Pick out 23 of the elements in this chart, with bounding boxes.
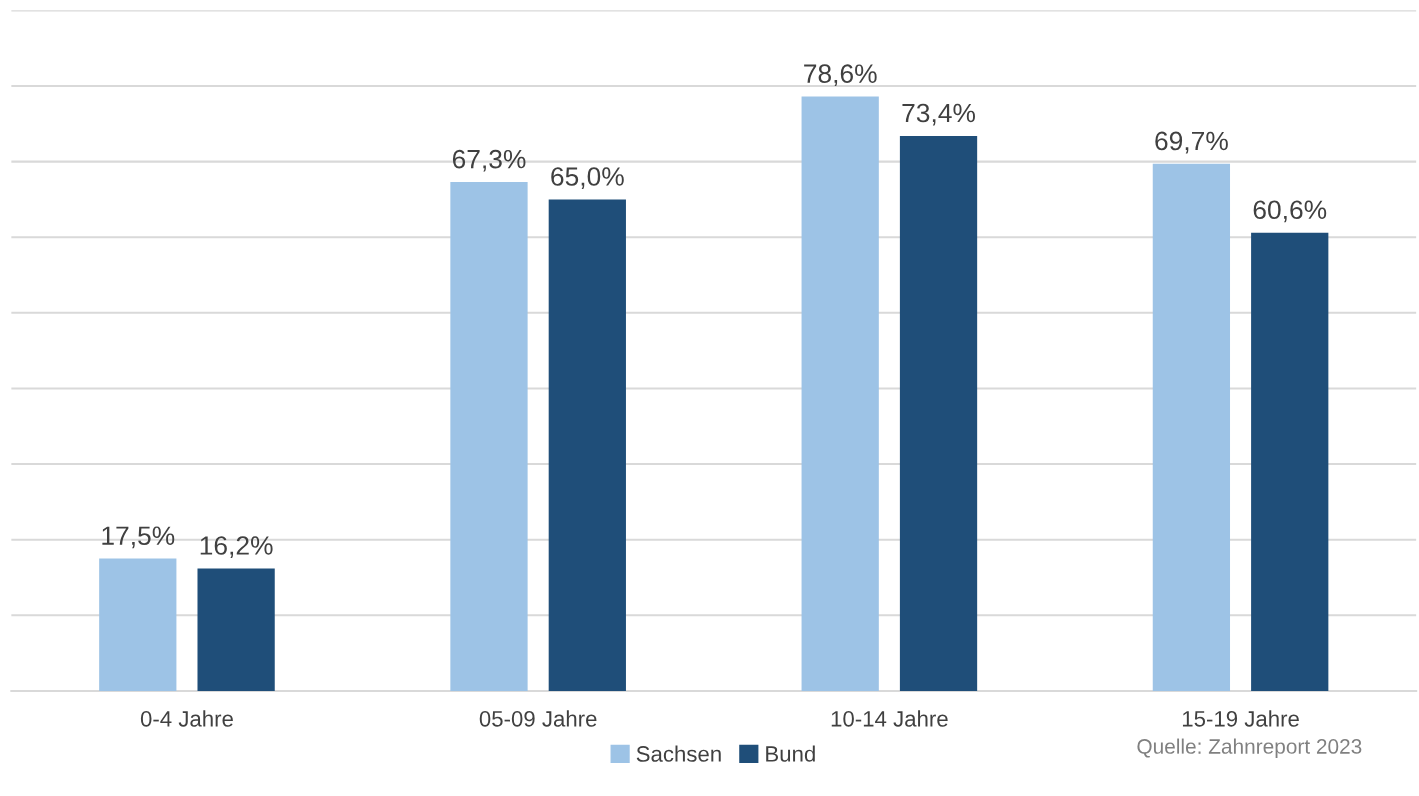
data-label: 69,7% <box>1155 131 1228 154</box>
bar <box>450 182 528 691</box>
bar <box>801 96 879 691</box>
data-label: 60,6% <box>1253 200 1327 223</box>
x-tick-label: 10-14 Jahre <box>831 710 948 727</box>
bar <box>899 135 978 691</box>
bar <box>1251 232 1329 691</box>
data-label: 78,6% <box>804 64 877 87</box>
data-label: 73,4% <box>902 103 975 126</box>
legend-label: Sachsen <box>636 745 721 762</box>
bar <box>99 558 177 691</box>
bar <box>548 199 626 691</box>
bar <box>1152 163 1231 691</box>
data-label: 16,2% <box>200 536 273 558</box>
legend-label: Bund <box>766 745 815 762</box>
x-tick-label: 0-4 Jahre <box>140 710 233 727</box>
data-label: 65,0% <box>551 167 624 189</box>
x-tick-label: 05-09 Jahre <box>479 710 597 727</box>
data-label: 67,3% <box>452 149 526 172</box>
bar <box>197 568 275 691</box>
source-note: Quelle: Zahnreport 2023 <box>1137 738 1362 758</box>
data-label: 17,5% <box>102 526 175 549</box>
x-tick-label: 15-19 Jahre <box>1182 710 1299 727</box>
